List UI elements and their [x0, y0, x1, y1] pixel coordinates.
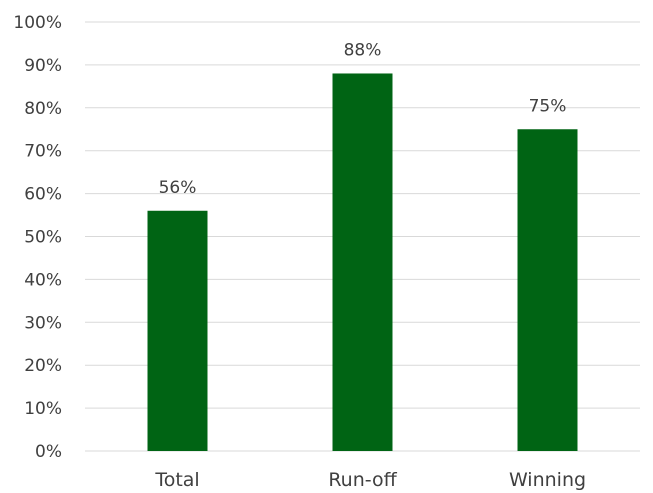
y-tick-label: 100% — [13, 13, 62, 33]
bar-run-off — [332, 73, 393, 451]
y-tick-label: 40% — [24, 270, 62, 290]
y-tick-label: 30% — [24, 313, 62, 333]
y-tick-label: 70% — [24, 142, 62, 162]
y-tick-label: 60% — [24, 185, 62, 205]
bars — [147, 73, 578, 451]
y-tick-label: 0% — [35, 442, 62, 462]
data-label: 56% — [159, 178, 197, 198]
y-tick-label: 10% — [24, 399, 62, 419]
y-tick-label: 90% — [24, 56, 62, 76]
x-tick-label: Winning — [509, 469, 586, 491]
data-labels: 56% 88% 75% — [159, 40, 567, 197]
y-axis: 0% 10% 20% 30% 40% 50% 60% 70% 80% 90% 100% — [13, 13, 62, 462]
bar-winning — [517, 129, 578, 451]
data-label: 88% — [344, 40, 382, 60]
x-axis: Total Run-off Winning — [154, 469, 586, 491]
y-tick-label: 50% — [24, 228, 62, 248]
data-label: 75% — [529, 96, 567, 116]
x-tick-label: Total — [154, 469, 199, 491]
bar-total — [147, 210, 208, 451]
y-tick-label: 20% — [24, 356, 62, 376]
x-tick-label: Run-off — [328, 469, 397, 491]
y-tick-label: 80% — [24, 99, 62, 119]
